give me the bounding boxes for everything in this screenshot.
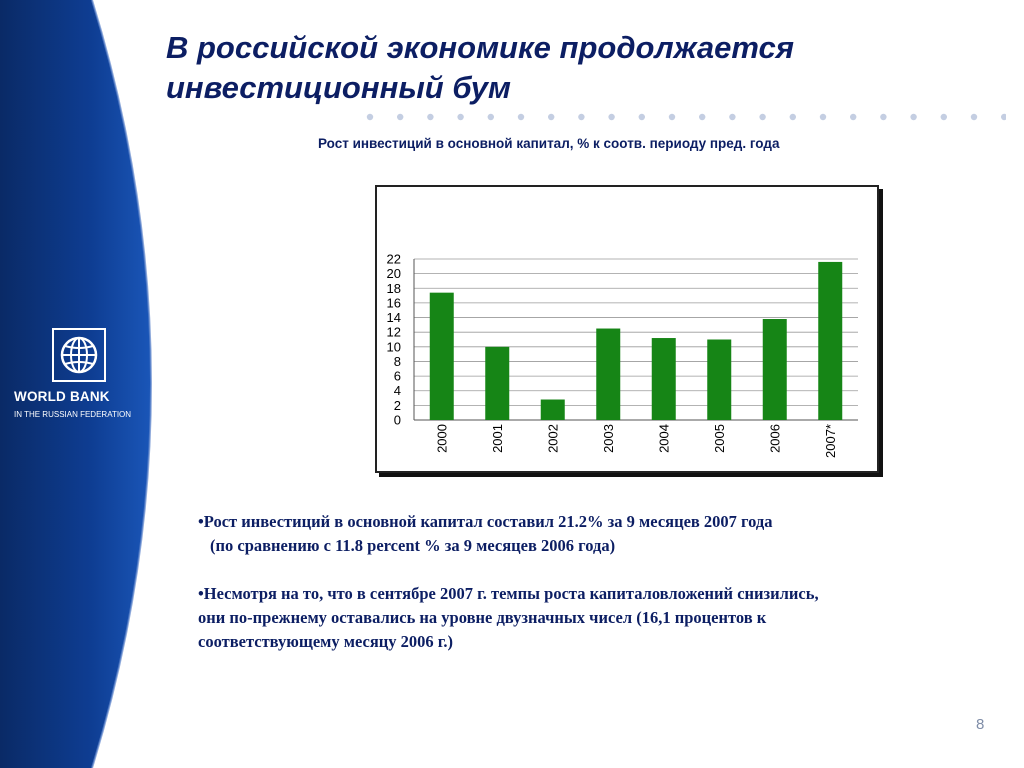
divider-dot [668,113,676,121]
x-tick-label: 2001 [490,424,505,453]
y-tick-label: 20 [387,266,401,281]
divider-dot [397,113,404,121]
slide-title-line2: инвестиционный бум [166,70,511,105]
bar-2000 [429,292,454,420]
divider-dot [970,113,978,121]
y-tick-label: 22 [387,252,401,267]
sidebar-highlight [91,0,152,768]
bar-2003 [596,328,621,420]
divider-dot [457,113,464,121]
x-tick-label: 2000 [434,424,449,453]
divider-dot [578,113,585,121]
divider-dot [517,113,525,121]
x-tick-label: 2002 [545,424,560,453]
globe-icon [60,336,98,374]
x-tick-label: 2005 [712,424,727,453]
y-tick-label: 4 [394,383,401,398]
y-tick-label: 8 [394,354,401,369]
bullet-1-line-1: •Рост инвестиций в основной капитал сост… [198,512,773,531]
bar-2004 [651,338,676,420]
divider-dot [880,113,887,121]
divider-dot [427,113,434,121]
world-bank-logo [52,328,106,382]
divider-dot [608,113,615,121]
sidebar-shape [0,0,151,768]
divider-dot [910,113,917,121]
x-tick-label: 2004 [656,424,671,453]
divider-dot [1001,113,1006,121]
y-tick-label: 14 [387,310,401,325]
divider-dot [366,113,374,121]
bar-2007 [818,261,843,420]
slide-title: В российской экономике продолжается инве… [166,28,986,108]
bullet-1-line-2: (по сравнению с 11.8 percent % за 9 меся… [210,536,616,555]
bar-2001 [485,346,510,420]
bullet-2-line-3: соответствующему месяцу 2006 г.) [198,632,454,651]
dotted-divider [366,113,1006,121]
page-number: 8 [976,716,985,733]
x-tick-label: 2003 [601,424,616,453]
divider-dot [759,113,766,121]
chart-title: Рост инвестиций в основной капитал, % к … [318,136,780,151]
divider-dot [729,113,736,121]
divider-dot [638,113,645,121]
slide-title-line1: В российской экономике продолжается [166,30,795,65]
y-tick-label: 12 [387,325,401,340]
divider-dot [789,113,796,121]
divider-dot [819,113,827,121]
x-tick-label: 2006 [767,424,782,453]
body-text: •Рост инвестиций в основной капитал сост… [198,510,988,654]
y-tick-label: 2 [394,398,401,413]
bar-2006 [762,319,787,420]
brand-name: WORLD BANK [14,389,110,404]
x-tick-label: 2007* [823,424,838,458]
bar-2005 [707,339,732,420]
chart-frame: 0 2 4 6 8 10 12 14 16 18 20 22 2000 2001 2002 2003 2004 2… [375,185,879,473]
y-tick-label: 6 [394,369,401,384]
divider-dot [548,113,555,121]
y-tick-label: 18 [387,281,401,296]
bullet-2-line-1: •Несмотря на то, что в сентябре 2007 г. … [198,584,819,603]
y-tick-label: 16 [387,295,401,310]
y-tick-label: 10 [387,339,401,354]
brand-subtitle: IN THE RUSSIAN FEDERATION [14,410,132,419]
y-tick-label: 0 [394,413,401,428]
bullet-2-line-2: они по-прежнему оставались на уровне дву… [198,608,767,627]
bar-2002 [540,399,565,420]
divider-dot [940,113,947,121]
divider-dot [850,113,857,121]
divider-dot [699,113,706,121]
divider-dot [487,113,494,121]
